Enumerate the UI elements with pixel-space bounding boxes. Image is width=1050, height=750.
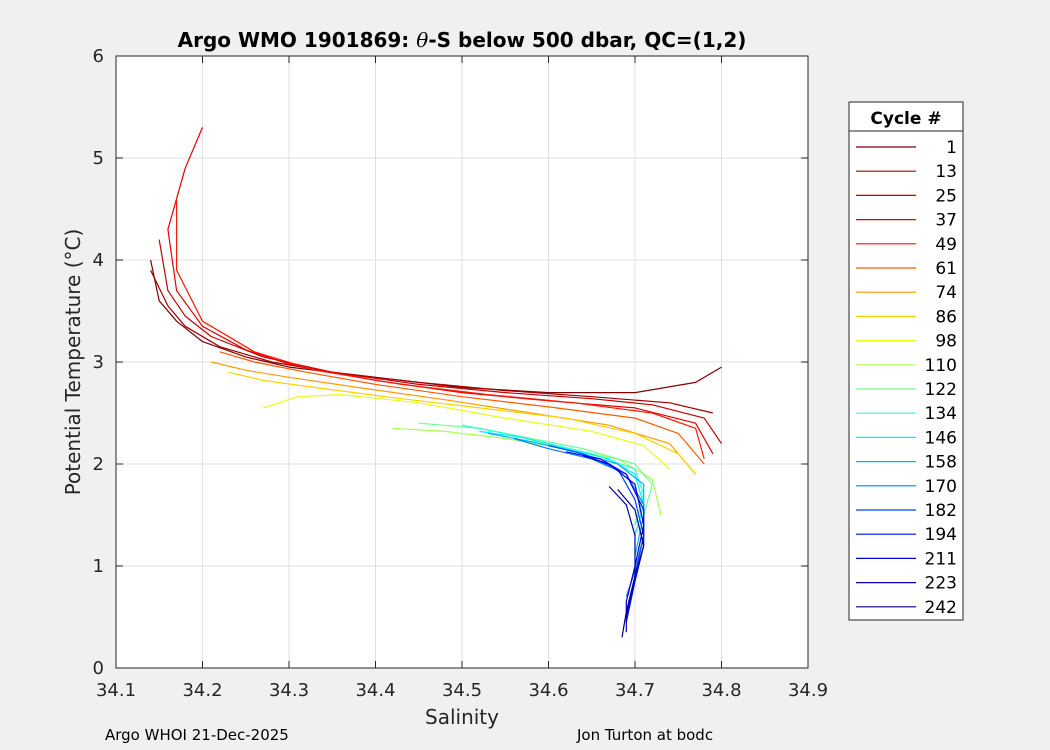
- series-line-cycle-37: [167, 127, 714, 455]
- legend-label-61: 61: [935, 259, 957, 279]
- legend-label-122: 122: [925, 380, 957, 400]
- series-line-cycle-242: [617, 489, 645, 638]
- legend-label-98: 98: [935, 332, 957, 352]
- legend-label-242: 242: [925, 598, 957, 618]
- plot-area: [150, 127, 722, 638]
- legend-label-211: 211: [925, 549, 957, 569]
- x-tick-label: 34.3: [269, 680, 309, 701]
- footer-right: Jon Turton at bodc: [577, 726, 714, 744]
- y-axis-label: Potential Temperature (°C): [61, 229, 85, 496]
- legend-label-223: 223: [925, 574, 957, 594]
- legend-label-25: 25: [935, 186, 957, 206]
- y-tick-label: 0: [93, 658, 104, 679]
- y-tick-label: 6: [93, 46, 104, 67]
- chart-title: Argo WMO 1901869: θ-S below 500 dbar, QC…: [178, 28, 747, 52]
- tick-marks: [115, 55, 809, 669]
- series-line-cycle-25: [158, 239, 722, 444]
- series-line-cycle-61: [219, 351, 705, 465]
- legend: Cycle # 1 13 25 37 49 61 74 86 98 110 122 134 146 158…: [848, 101, 964, 621]
- legend-label-86: 86: [935, 307, 957, 327]
- legend-label-1: 1: [946, 138, 957, 158]
- legend-label-110: 110: [925, 356, 957, 376]
- legend-label-182: 182: [925, 501, 957, 521]
- legend-label-146: 146: [925, 428, 957, 448]
- series-line-cycle-49: [176, 198, 705, 460]
- legend-label-49: 49: [935, 235, 957, 255]
- legend-label-170: 170: [925, 477, 957, 497]
- legend-label-13: 13: [935, 162, 957, 182]
- series-line-cycle-170: [513, 437, 645, 597]
- footer-left: Argo WHOI 21-Dec-2025: [105, 726, 289, 744]
- x-tick-label: 34.4: [355, 680, 395, 701]
- y-tick-label: 2: [93, 454, 104, 475]
- x-tick-label: 34.5: [442, 680, 482, 701]
- x-tick-label: 34.1: [96, 680, 136, 701]
- x-tick-label: 34.9: [788, 680, 828, 701]
- x-tick-labels: 34.1 34.2 34.3 34.4 34.5 34.6 34.7 34.8 34.9: [96, 680, 828, 701]
- series-line-cycle-98: [262, 394, 671, 470]
- legend-title: Cycle #: [870, 109, 941, 129]
- y-tick-label: 1: [93, 556, 104, 577]
- title-prefix: Argo WMO 1901869:: [178, 28, 417, 52]
- x-tick-label: 34.7: [615, 680, 655, 701]
- x-tick-label: 34.6: [528, 680, 568, 701]
- y-tick-labels: 0 1 2 3 4 5 6: [93, 46, 104, 679]
- y-tick-label: 5: [93, 148, 104, 169]
- legend-label-37: 37: [935, 211, 957, 231]
- series-line-cycle-194: [565, 451, 645, 623]
- legend-label-134: 134: [925, 404, 957, 424]
- legend-items: 1 13 25 37 49 61 74 86 98 110 122 134 146 158 170 182 19…: [856, 138, 957, 618]
- x-tick-label: 34.8: [701, 680, 741, 701]
- title-theta-symbol: θ: [416, 28, 428, 52]
- title-suffix: -S below 500 dbar, QC=(1,2): [428, 28, 746, 52]
- legend-label-194: 194: [925, 525, 957, 545]
- x-tick-label: 34.2: [182, 680, 222, 701]
- series-line-cycle-86: [228, 371, 697, 475]
- series-line-cycle-211: [582, 455, 645, 633]
- x-axis-label: Salinity: [425, 705, 499, 729]
- legend-label-158: 158: [925, 453, 957, 473]
- legend-label-74: 74: [935, 283, 957, 303]
- y-tick-label: 3: [93, 352, 104, 373]
- y-tick-label: 4: [93, 250, 104, 271]
- series-line-cycle-74: [210, 361, 697, 475]
